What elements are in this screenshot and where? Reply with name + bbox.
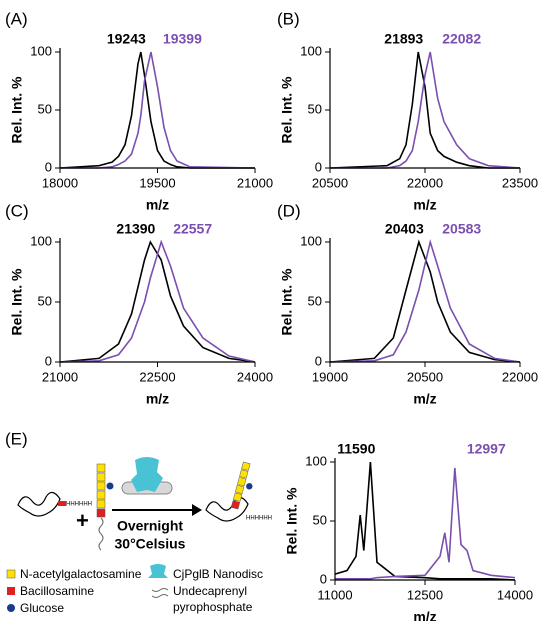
x-tick-label: 20500 <box>407 369 443 384</box>
y-tick-label: 100 <box>300 233 322 248</box>
legend-swatch <box>148 564 168 578</box>
glycoprotein-glycan <box>230 461 253 510</box>
legend-label: N-acetylgalactosamine <box>20 567 142 581</box>
x-axis-title: m/z <box>146 391 169 407</box>
condition: 30°Celsius <box>115 536 186 552</box>
y-axis-title: Rel. Int. % <box>9 76 25 143</box>
y-tick-label: 0 <box>320 571 327 586</box>
y-axis-title: Rel. Int. % <box>284 487 300 554</box>
legend-swatch <box>151 588 169 598</box>
y-tick-label: 100 <box>30 233 52 248</box>
x-tick-label: 21000 <box>42 369 78 384</box>
legend-label: Undecaprenyl <box>173 584 247 598</box>
peak-label: 20403 <box>385 221 424 237</box>
y-tick-label: 50 <box>308 101 322 116</box>
peak-label: 19243 <box>107 31 146 47</box>
spectrum-line <box>329 238 521 363</box>
legend-label: Glucose <box>20 601 64 615</box>
x-tick-label: 19500 <box>139 175 175 190</box>
legend-swatch <box>7 587 15 595</box>
y-tick-label: 0 <box>315 353 322 368</box>
panel-label: (C) <box>5 201 29 220</box>
legend-label: pyrophosphate <box>173 600 253 614</box>
x-tick-label: 12500 <box>407 587 443 602</box>
arrow-head <box>192 504 202 516</box>
x-tick-label: 19000 <box>312 369 348 384</box>
peak-label: 20583 <box>442 221 481 237</box>
plus-sign: + <box>76 508 89 533</box>
protein-icon <box>17 491 61 517</box>
legend-swatch <box>6 569 16 579</box>
peak-label: 22557 <box>173 221 212 237</box>
x-tick-label: 20500 <box>312 175 348 190</box>
axes <box>329 48 520 169</box>
spectrum-line <box>329 51 520 169</box>
x-axis-title: m/z <box>146 197 169 213</box>
his-tag: HHHHHH <box>246 516 272 522</box>
y-tick-label: 0 <box>45 159 52 174</box>
spectrum-line <box>334 461 516 581</box>
axes <box>334 458 515 581</box>
y-axis-title: Rel. Int. % <box>9 268 25 335</box>
y-tick-label: 0 <box>315 159 322 174</box>
protein-icon <box>205 496 249 522</box>
spectrum-line <box>59 239 256 363</box>
y-tick-label: 50 <box>38 293 52 308</box>
sequon-icon <box>58 501 66 506</box>
y-tick-label: 50 <box>308 293 322 308</box>
glycan-icon <box>96 463 114 551</box>
spectrum-line <box>330 51 521 169</box>
y-tick-label: 50 <box>38 101 52 116</box>
x-axis-title: m/z <box>413 391 436 407</box>
y-axis-title: Rel. Int. % <box>279 268 295 335</box>
x-tick-label: 22500 <box>139 369 175 384</box>
reaction-scheme: HHHHHH + Overnight 30°Celsius <box>6 457 272 615</box>
peak-label: 11590 <box>337 441 375 457</box>
y-tick-label: 100 <box>300 43 322 58</box>
x-tick-label: 21000 <box>237 175 273 190</box>
peak-label: 21390 <box>116 221 155 237</box>
peak-label: 19399 <box>163 31 202 47</box>
legend-label: CjPglB Nanodisc <box>173 567 263 581</box>
y-tick-label: 100 <box>30 43 52 58</box>
x-tick-label: 14000 <box>497 587 533 602</box>
x-axis-title: m/z <box>413 609 436 621</box>
panel-label: (B) <box>277 9 300 28</box>
spectrum-line <box>335 467 516 580</box>
x-tick-label: 24000 <box>237 369 273 384</box>
y-tick-label: 100 <box>305 453 327 468</box>
x-tick-label: 18000 <box>42 175 78 190</box>
x-tick-label: 11000 <box>317 587 352 602</box>
legend-label: Bacillosamine <box>20 584 94 598</box>
x-tick-label: 23500 <box>502 175 538 190</box>
panel-label: (E) <box>5 429 28 448</box>
y-tick-label: 50 <box>313 512 327 527</box>
spectrum-line <box>329 239 521 363</box>
x-tick-label: 22000 <box>407 175 443 190</box>
panel-label: (D) <box>277 201 301 220</box>
spectrum-line <box>59 51 255 169</box>
y-axis-title: Rel. Int. % <box>279 76 295 143</box>
x-axis-title: m/z <box>413 197 436 213</box>
peak-label: 22082 <box>442 31 481 47</box>
nanodisc-icon <box>121 457 173 495</box>
peak-label: 21893 <box>384 31 423 47</box>
peak-label: 12997 <box>467 441 506 457</box>
his-tag: HHHHHH <box>66 502 92 508</box>
x-tick-label: 22000 <box>502 369 538 384</box>
y-tick-label: 0 <box>45 353 52 368</box>
axes <box>329 238 520 363</box>
spectrum-line <box>60 51 256 169</box>
legend-swatch <box>7 604 15 612</box>
panel-label: (A) <box>5 9 28 28</box>
spectrum-line <box>59 240 256 363</box>
axes <box>59 48 255 169</box>
condition: Overnight <box>117 518 183 534</box>
axes <box>59 238 255 363</box>
